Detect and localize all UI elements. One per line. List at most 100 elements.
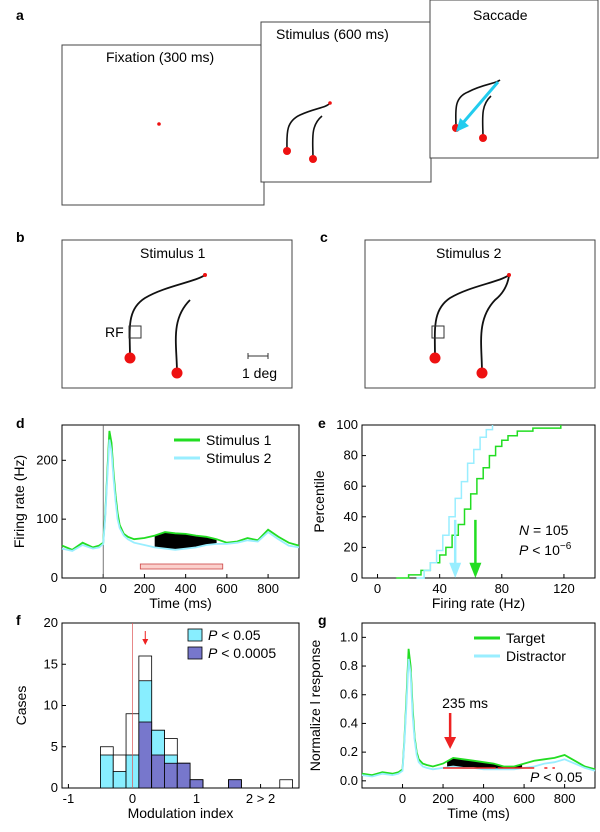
fixation-point bbox=[157, 122, 161, 126]
saccade-arrow bbox=[460, 81, 500, 125]
fixation-dot bbox=[328, 101, 332, 105]
bar-p0005 bbox=[189, 779, 204, 789]
panel-a-letter: a bbox=[16, 7, 24, 23]
x-tick-label: 0 bbox=[374, 581, 381, 596]
curve-2 bbox=[480, 275, 510, 374]
stimulus-screen bbox=[260, 21, 432, 183]
y-tick-label: 0 bbox=[51, 570, 58, 585]
fixation-title: Fixation (300 ms) bbox=[106, 49, 214, 65]
series-line-1 bbox=[361, 648, 596, 777]
legend-label: Stimulus 1 bbox=[206, 432, 272, 448]
panel-e-letter: e bbox=[318, 415, 326, 431]
y-tick-label: 0.0 bbox=[340, 773, 358, 788]
legend-label: P < 0.0005 bbox=[208, 645, 276, 661]
y-axis-label: Percentile bbox=[311, 470, 327, 532]
x-tick-label: 400 bbox=[473, 791, 495, 806]
y-tick-label: 200 bbox=[36, 452, 58, 467]
fixation-screen bbox=[61, 44, 265, 206]
onset-arrow-head bbox=[444, 737, 457, 749]
y-tick-label: 5 bbox=[51, 739, 58, 754]
x-tick-label: 600 bbox=[216, 581, 238, 596]
saccade-title: Saccade bbox=[473, 7, 528, 23]
curve-2 bbox=[311, 115, 323, 160]
x-tick-label: 1 bbox=[193, 791, 200, 806]
x-tick-label: 2 > 2 bbox=[246, 791, 275, 806]
y-tick-label: 0.8 bbox=[340, 658, 358, 673]
x-tick-label: 0 bbox=[129, 791, 136, 806]
bar-p05 bbox=[112, 771, 127, 789]
target-dot bbox=[429, 352, 441, 364]
curve-1 bbox=[433, 274, 510, 359]
series-line-2 bbox=[61, 439, 300, 552]
x-tick-label: 0 bbox=[399, 791, 406, 806]
x-tick-label: 800 bbox=[257, 581, 279, 596]
x-axis-label: Firing rate (Hz) bbox=[432, 595, 525, 611]
curve-1 bbox=[454, 79, 501, 129]
saccade-screen bbox=[429, 0, 599, 159]
y-tick-label: 0.6 bbox=[340, 687, 358, 702]
bar-p05 bbox=[100, 754, 114, 789]
x-axis-label: Modulation index bbox=[128, 805, 234, 821]
series-line-1 bbox=[61, 430, 300, 551]
y-tick-label: 0 bbox=[51, 780, 58, 795]
y-tick-label: 20 bbox=[44, 615, 58, 630]
legend-label: P < 0.05 bbox=[208, 627, 261, 643]
legend-label: Stimulus 2 bbox=[206, 450, 272, 466]
saccade-arrow-head bbox=[456, 118, 469, 132]
significance-label: P < 0.05 bbox=[530, 769, 583, 785]
n-annotation: N = 105 bbox=[519, 522, 569, 538]
bar-p0005 bbox=[138, 721, 153, 789]
bar-all bbox=[279, 779, 293, 789]
x-tick-label: 400 bbox=[175, 581, 197, 596]
y-axis-label: Firing rate (Hz) bbox=[11, 455, 27, 548]
chart-e: 0 40 80 120 0 20 40 60 80 100 Firing rate (Hz) Perc… bbox=[311, 417, 596, 611]
panel-f-letter: f bbox=[16, 612, 21, 628]
y-tick-label: 60 bbox=[344, 478, 358, 493]
curve-1 bbox=[286, 102, 331, 152]
y-tick-label: 10 bbox=[44, 698, 58, 713]
plot-frame bbox=[61, 424, 300, 579]
distractor-dot bbox=[479, 134, 487, 142]
x-tick-label: 40 bbox=[432, 581, 446, 596]
x-tick-label: 120 bbox=[553, 581, 575, 596]
panel-b-letter: b bbox=[16, 229, 25, 245]
stimulus-title: Stimulus (600 ms) bbox=[276, 26, 389, 42]
y-axis-label: Cases bbox=[13, 686, 29, 726]
fixation-dot bbox=[507, 273, 511, 277]
stimulus-1-title: Stimulus 1 bbox=[140, 245, 206, 261]
distractor-dot bbox=[309, 155, 317, 163]
rf-box bbox=[128, 325, 142, 339]
chart-g: 0 200 400 600 800 0.0 0.2 0.4 0.6 0.8 1.0 Time (ms)… bbox=[307, 622, 596, 821]
legend-label: Distractor bbox=[506, 648, 566, 664]
plot-frame bbox=[361, 622, 596, 789]
x-axis-label: Time (ms) bbox=[149, 595, 211, 611]
y-tick-label: 0.2 bbox=[340, 744, 358, 759]
y-tick-label: 40 bbox=[344, 509, 358, 524]
distractor-dot bbox=[476, 367, 488, 379]
y-tick-label: 15 bbox=[44, 656, 58, 671]
distractor-dot bbox=[171, 367, 183, 379]
analysis-window-bar bbox=[139, 563, 224, 570]
stimulus-2-screen bbox=[364, 239, 596, 389]
chart-f: -1 0 1 2 > 2 0 5 10 15 20 Modulation index Cases P … bbox=[13, 615, 300, 821]
rf-box bbox=[431, 325, 445, 339]
x-axis-label: Time (ms) bbox=[447, 805, 509, 821]
median-arrow-head bbox=[469, 562, 482, 578]
y-tick-label: 100 bbox=[36, 511, 58, 526]
bar-p0005 bbox=[176, 762, 191, 789]
legend-swatch bbox=[187, 628, 203, 642]
legend-label: Target bbox=[506, 630, 545, 646]
y-tick-label: 0.4 bbox=[340, 715, 358, 730]
fixation-dot bbox=[203, 273, 207, 277]
cdf-line-2 bbox=[416, 425, 494, 579]
onset-label: 235 ms bbox=[442, 695, 488, 711]
legend-swatch bbox=[187, 646, 203, 660]
rf-label: RF bbox=[105, 324, 124, 340]
target-dot bbox=[124, 352, 136, 364]
x-tick-label: 200 bbox=[134, 581, 156, 596]
panel-d-letter: d bbox=[16, 415, 25, 431]
x-tick-label: 0 bbox=[100, 581, 107, 596]
curve-1 bbox=[128, 274, 206, 359]
